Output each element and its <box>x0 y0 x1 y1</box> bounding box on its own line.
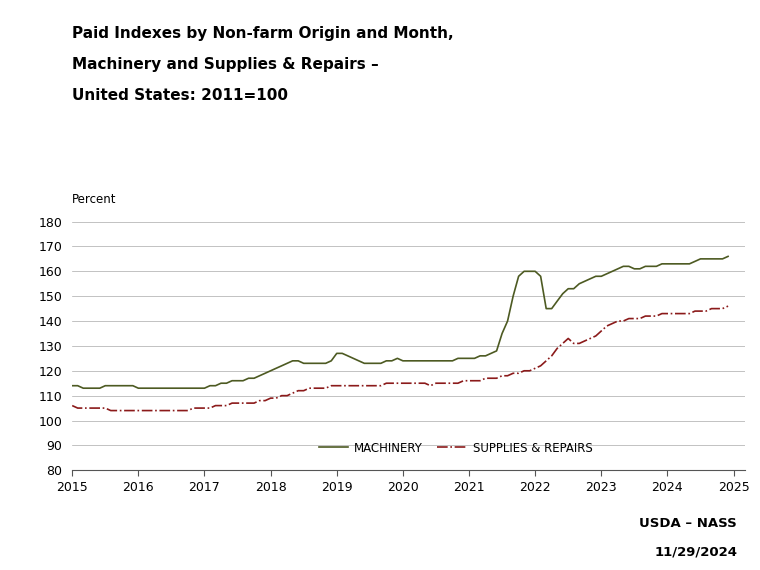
MACHINERY <box>437 357 446 364</box>
Text: Percent: Percent <box>72 193 117 206</box>
Text: Paid Indexes by Non-farm Origin and Month,: Paid Indexes by Non-farm Origin and Mont… <box>72 26 454 40</box>
MACHINERY <box>211 382 220 389</box>
SUPPLIES & REPAIRS <box>525 367 534 374</box>
SUPPLIES & REPAIRS <box>707 305 716 312</box>
MACHINERY <box>525 268 534 275</box>
SUPPLIES & REPAIRS <box>211 402 220 409</box>
Legend: MACHINERY, SUPPLIES & REPAIRS: MACHINERY, SUPPLIES & REPAIRS <box>314 437 597 459</box>
SUPPLIES & REPAIRS <box>249 400 258 406</box>
Line: SUPPLIES & REPAIRS: SUPPLIES & REPAIRS <box>72 306 728 410</box>
MACHINERY <box>707 255 716 262</box>
MACHINERY <box>249 375 258 382</box>
MACHINERY <box>68 382 77 389</box>
MACHINERY <box>79 385 88 392</box>
SUPPLIES & REPAIRS <box>724 303 733 310</box>
MACHINERY <box>591 273 600 280</box>
Text: United States: 2011=100: United States: 2011=100 <box>72 88 288 103</box>
SUPPLIES & REPAIRS <box>437 380 446 386</box>
Text: 11/29/2024: 11/29/2024 <box>654 545 737 559</box>
SUPPLIES & REPAIRS <box>591 332 600 339</box>
Text: USDA – NASS: USDA – NASS <box>639 517 737 530</box>
SUPPLIES & REPAIRS <box>106 407 116 414</box>
SUPPLIES & REPAIRS <box>68 402 77 409</box>
Line: MACHINERY: MACHINERY <box>72 256 728 388</box>
MACHINERY <box>724 253 733 260</box>
Text: Machinery and Supplies & Repairs –: Machinery and Supplies & Repairs – <box>72 57 379 72</box>
